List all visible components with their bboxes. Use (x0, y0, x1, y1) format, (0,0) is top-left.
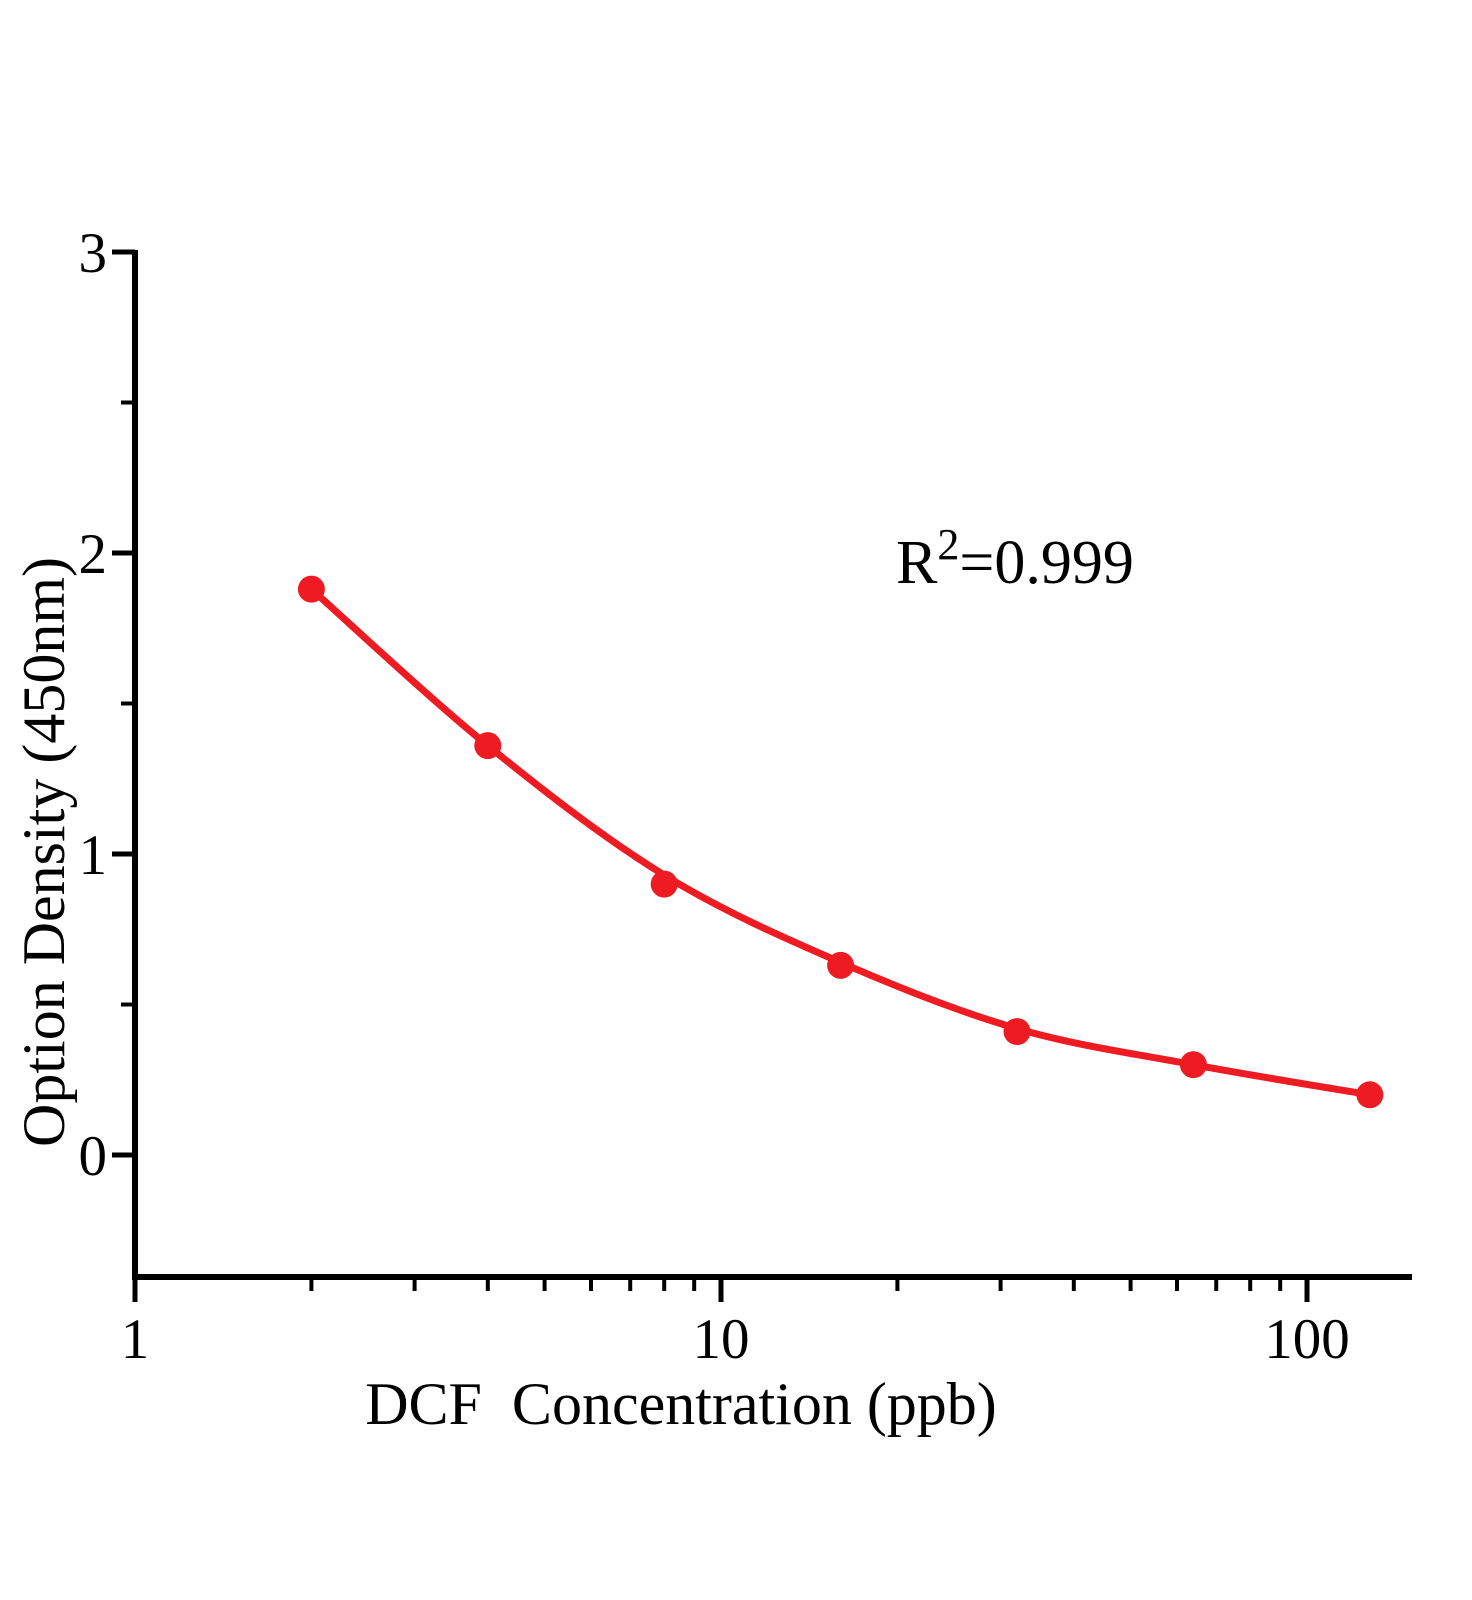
data-point (1003, 1018, 1031, 1046)
x-axis-title: DCF Concentration (ppb) (365, 1371, 997, 1437)
annotation-base: R (896, 529, 938, 597)
y-tick-label: 0 (79, 1125, 108, 1188)
data-point (297, 575, 325, 603)
data-point (1179, 1051, 1207, 1079)
y-tick-label: 1 (79, 824, 108, 887)
fit-curve (307, 585, 1374, 1099)
r-squared-annotation: R2=0.999 (896, 523, 1134, 597)
annotation-exponent: 2 (937, 520, 960, 569)
y-tick-label: 2 (79, 523, 108, 586)
data-point (474, 732, 502, 760)
annotation-value: =0.999 (959, 529, 1134, 597)
y-axis-title: Option Density (450nm) (11, 557, 77, 1147)
x-tick-label: 1 (121, 1308, 150, 1371)
x-tick-label: 10 (693, 1308, 750, 1371)
data-point (827, 951, 855, 979)
y-tick-label: 3 (79, 222, 108, 285)
data-point (1356, 1081, 1384, 1109)
x-tick-label: 100 (1264, 1308, 1350, 1371)
data-point (650, 870, 678, 898)
